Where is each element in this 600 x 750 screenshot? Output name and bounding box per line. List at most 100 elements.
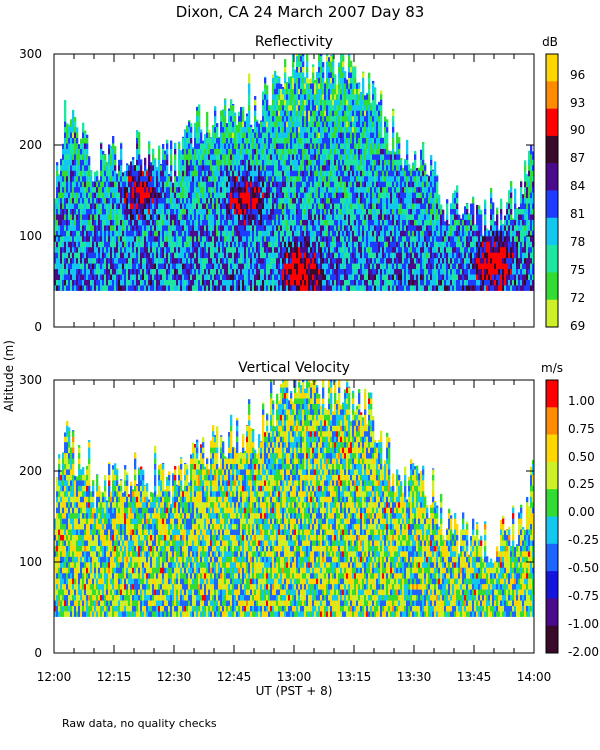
- heatmap-cell: [270, 132, 273, 139]
- heatmap-cell: [100, 219, 103, 226]
- heatmap-cell: [154, 203, 157, 209]
- heatmap-cell: [290, 268, 293, 275]
- heatmap-cell: [160, 268, 163, 275]
- heatmap-cell: [304, 148, 307, 155]
- heatmap-cell: [212, 257, 215, 264]
- heatmap-cell: [82, 186, 85, 193]
- heatmap-cell: [326, 54, 329, 57]
- heatmap-cell: [306, 175, 309, 182]
- heatmap-cell: [188, 159, 191, 166]
- heatmap-cell: [284, 263, 287, 270]
- heatmap-cell: [130, 186, 133, 193]
- heatmap-cell: [162, 268, 165, 275]
- heatmap-cell: [324, 285, 327, 291]
- heatmap-cell: [110, 263, 113, 270]
- heatmap-cell: [320, 186, 323, 193]
- heatmap-cell: [206, 186, 209, 193]
- heatmap-cell: [314, 203, 317, 209]
- heatmap-cell: [350, 175, 353, 182]
- heatmap-cell: [358, 225, 361, 231]
- heatmap-cell: [144, 236, 147, 242]
- heatmap-cell: [106, 230, 109, 237]
- heatmap-cell: [162, 186, 165, 193]
- heatmap-cell: [284, 88, 287, 95]
- heatmap-cell: [282, 197, 285, 204]
- heatmap-cell: [362, 285, 365, 291]
- heatmap-cell: [306, 54, 309, 57]
- heatmap-cell: [88, 252, 91, 259]
- heatmap-cell: [310, 78, 313, 84]
- heatmap-cell: [326, 274, 329, 280]
- heatmap-cell: [284, 148, 287, 155]
- heatmap-cell: [330, 154, 333, 160]
- heatmap-cell: [342, 143, 345, 149]
- heatmap-cell: [130, 192, 133, 199]
- heatmap-cell: [244, 241, 247, 248]
- heatmap-cell: [56, 219, 59, 226]
- heatmap-cell: [130, 263, 133, 270]
- heatmap-cell: [184, 230, 187, 237]
- heatmap-cell: [96, 203, 99, 209]
- heatmap-cell: [234, 181, 237, 188]
- heatmap-cell: [172, 285, 175, 291]
- heatmap-cell: [234, 208, 237, 215]
- heatmap-cell: [292, 252, 295, 259]
- heatmap-cell: [306, 279, 309, 286]
- heatmap-cell: [358, 192, 361, 199]
- heatmap-cell: [252, 241, 255, 248]
- heatmap-cell: [80, 219, 83, 226]
- heatmap-cell: [218, 192, 221, 199]
- heatmap-cell: [132, 165, 135, 171]
- heatmap-cell: [170, 219, 173, 226]
- heatmap-cell: [148, 219, 151, 226]
- heatmap-cell: [74, 252, 77, 259]
- heatmap-cell: [210, 263, 213, 270]
- heatmap-cell: [232, 236, 235, 242]
- heatmap-cell: [268, 165, 271, 171]
- heatmap-cell: [172, 263, 175, 270]
- heatmap-cell: [62, 246, 65, 253]
- heatmap-cell: [194, 122, 197, 128]
- heatmap-cell: [350, 104, 353, 111]
- heatmap-cell: [122, 263, 125, 270]
- heatmap-cell: [204, 159, 207, 166]
- heatmap-cell: [80, 192, 83, 199]
- heatmap-cell: [152, 181, 155, 188]
- heatmap-cell: [256, 154, 259, 160]
- heatmap-cell: [100, 230, 103, 237]
- heatmap-cell: [232, 285, 235, 291]
- heatmap-cell: [236, 154, 239, 160]
- heatmap-cell: [200, 214, 203, 220]
- heatmap-cell: [256, 126, 259, 133]
- heatmap-cell: [90, 186, 93, 193]
- heatmap-cell: [244, 268, 247, 275]
- heatmap-cell: [128, 236, 131, 242]
- heatmap-cell: [98, 268, 101, 275]
- heatmap-cell: [256, 263, 259, 270]
- heatmap-cell: [138, 230, 141, 237]
- heatmap-cell: [200, 263, 203, 270]
- heatmap-cell: [218, 186, 221, 193]
- heatmap-cell: [302, 225, 305, 231]
- heatmap-cell: [332, 236, 335, 242]
- heatmap-cell: [118, 214, 121, 220]
- heatmap-cell: [114, 192, 117, 199]
- heatmap-cell: [330, 88, 333, 95]
- heatmap-cell: [346, 154, 349, 160]
- heatmap-cell: [114, 165, 117, 171]
- heatmap-cell: [100, 274, 103, 280]
- heatmap-cell: [258, 181, 261, 188]
- heatmap-cell: [118, 236, 121, 242]
- heatmap-cell: [328, 72, 331, 78]
- heatmap-cell: [310, 274, 313, 280]
- heatmap-cell: [276, 268, 279, 275]
- heatmap-cell: [206, 143, 209, 149]
- heatmap-cell: [230, 154, 233, 160]
- heatmap-cell: [146, 225, 149, 231]
- heatmap-cell: [58, 197, 61, 204]
- heatmap-cell: [294, 230, 297, 237]
- heatmap-cell: [60, 165, 63, 171]
- heatmap-cell: [270, 252, 273, 259]
- heatmap-cell: [236, 175, 239, 182]
- heatmap-cell: [336, 208, 339, 215]
